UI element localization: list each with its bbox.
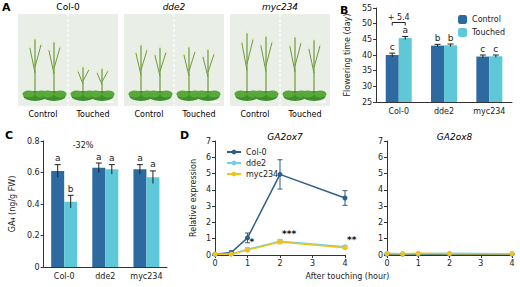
svg-text:dde2: dde2 — [163, 2, 186, 12]
svg-text:2: 2 — [277, 259, 282, 268]
svg-text:**: ** — [347, 235, 357, 245]
svg-text:B: B — [340, 4, 348, 17]
svg-text:5: 5 — [206, 169, 211, 178]
svg-text:dde2: dde2 — [246, 159, 266, 168]
svg-text:0.2: 0.2 — [27, 231, 40, 240]
svg-text:After touching (hour): After touching (hour) — [306, 272, 390, 281]
svg-text:Touched: Touched — [288, 110, 322, 119]
svg-text:c: c — [390, 42, 395, 52]
svg-text:0.8: 0.8 — [27, 137, 40, 146]
svg-text:dde2: dde2 — [434, 107, 454, 116]
svg-text:1: 1 — [416, 259, 421, 268]
svg-text:30: 30 — [362, 82, 372, 91]
svg-text:c: c — [493, 44, 498, 54]
svg-text:a: a — [109, 153, 115, 163]
svg-text:Col-0: Col-0 — [54, 272, 75, 281]
svg-text:Touched: Touched — [182, 110, 216, 119]
svg-text:Relative expression: Relative expression — [189, 159, 198, 237]
svg-text:2: 2 — [378, 218, 383, 227]
svg-text:myc234: myc234 — [473, 107, 505, 116]
svg-text:Touched: Touched — [76, 110, 110, 119]
svg-text:a: a — [137, 153, 143, 163]
svg-text:1: 1 — [378, 234, 383, 243]
svg-text:myc234: myc234 — [130, 272, 162, 281]
svg-text:b: b — [68, 184, 74, 194]
svg-text:7: 7 — [206, 137, 211, 146]
svg-text:Col-0: Col-0 — [56, 2, 80, 12]
svg-text:a: a — [402, 25, 408, 35]
svg-text:myc234: myc234 — [262, 2, 298, 12]
svg-text:GA2ox8: GA2ox8 — [437, 132, 473, 142]
svg-text:-32%: -32% — [73, 141, 94, 150]
svg-text:4: 4 — [206, 185, 211, 194]
svg-text:A: A — [2, 1, 11, 14]
svg-text:c: c — [480, 44, 485, 54]
svg-text:0: 0 — [35, 263, 40, 272]
svg-text:Control: Control — [29, 110, 58, 119]
svg-text:Flowering time (day): Flowering time (day) — [343, 14, 352, 97]
svg-text:0: 0 — [212, 259, 217, 268]
svg-text:50: 50 — [362, 19, 372, 28]
svg-text:3: 3 — [478, 259, 483, 268]
svg-text:25: 25 — [362, 98, 372, 107]
svg-text:***: *** — [282, 229, 296, 239]
svg-text:D: D — [180, 129, 189, 142]
svg-text:GA₄ (ng/g FW): GA₄ (ng/g FW) — [8, 176, 17, 233]
svg-text:C: C — [5, 129, 13, 142]
svg-text:0: 0 — [206, 251, 211, 260]
svg-text:a: a — [55, 153, 61, 163]
svg-text:3: 3 — [206, 202, 211, 211]
svg-text:myc234: myc234 — [246, 170, 278, 179]
svg-text:0.6: 0.6 — [27, 168, 40, 177]
svg-text:5: 5 — [378, 169, 383, 178]
svg-text:1: 1 — [245, 259, 250, 268]
svg-text:a: a — [96, 152, 102, 162]
svg-text:3: 3 — [310, 259, 315, 268]
svg-text:2: 2 — [447, 259, 452, 268]
svg-text:dde2: dde2 — [95, 272, 115, 281]
svg-text:b: b — [435, 33, 441, 43]
svg-text:6: 6 — [378, 153, 383, 162]
svg-text:0: 0 — [378, 251, 383, 260]
svg-text:2: 2 — [206, 218, 211, 227]
svg-text:6: 6 — [206, 153, 211, 162]
svg-text:b: b — [448, 33, 454, 43]
svg-text:Control: Control — [472, 15, 501, 24]
svg-text:55: 55 — [362, 4, 372, 13]
svg-text:3: 3 — [378, 202, 383, 211]
svg-text:Col-0: Col-0 — [388, 107, 409, 116]
svg-text:GA2ox7: GA2ox7 — [267, 132, 303, 142]
svg-text:35: 35 — [362, 66, 372, 75]
svg-text:0.4: 0.4 — [27, 200, 40, 209]
svg-text:Control: Control — [135, 110, 164, 119]
svg-text:4: 4 — [509, 259, 514, 268]
svg-text:+ 5.4: + 5.4 — [388, 13, 410, 22]
svg-text:Control: Control — [241, 110, 270, 119]
svg-text:*: * — [250, 237, 255, 247]
svg-text:40: 40 — [362, 51, 372, 60]
svg-text:Touched: Touched — [471, 28, 505, 37]
svg-text:a: a — [150, 159, 156, 169]
svg-text:1: 1 — [206, 234, 211, 243]
svg-text:0: 0 — [384, 259, 389, 268]
svg-text:4: 4 — [342, 259, 347, 268]
svg-text:7: 7 — [378, 137, 383, 146]
svg-text:Col-0: Col-0 — [246, 148, 267, 157]
svg-text:4: 4 — [378, 185, 383, 194]
svg-text:45: 45 — [362, 35, 372, 44]
